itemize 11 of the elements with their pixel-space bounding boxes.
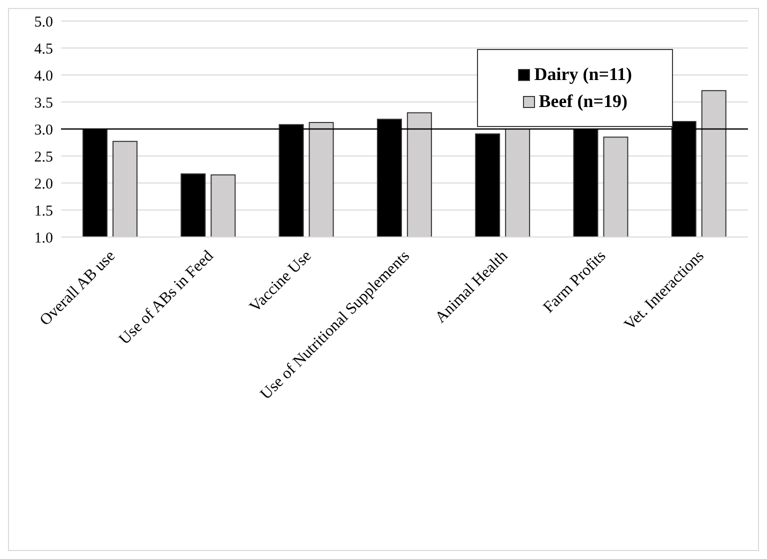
y-tick-label: 1.0 — [34, 230, 53, 246]
y-tick-label: 3.5 — [34, 95, 53, 112]
y-tick-label: 5.0 — [34, 14, 53, 30]
y-tick-label: 2.5 — [34, 149, 53, 166]
y-tick-label: 1.5 — [34, 203, 53, 220]
y-tick-label: 2.0 — [34, 176, 53, 192]
legend-label: Beef (n=19) — [538, 91, 628, 112]
y-tick-label: 4.0 — [34, 68, 53, 84]
y-tick-label: 4.5 — [34, 41, 53, 58]
y-tick-label: 3.0 — [34, 122, 53, 138]
legend-label: Dairy (n=11) — [534, 64, 632, 85]
